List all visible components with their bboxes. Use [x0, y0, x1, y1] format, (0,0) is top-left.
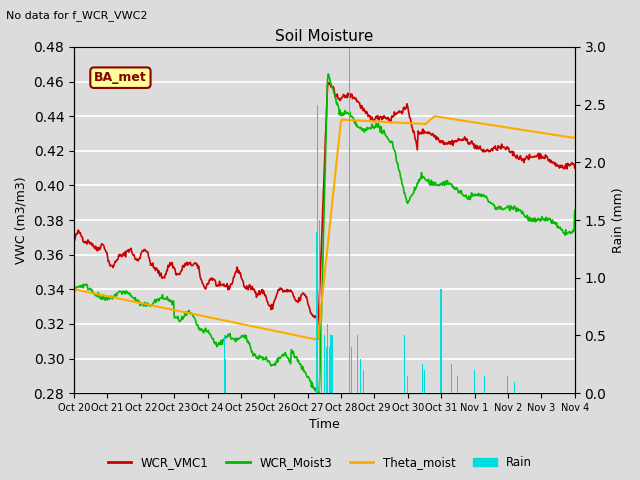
Bar [424, 370, 425, 393]
Bar [457, 376, 458, 393]
Bar [224, 336, 225, 393]
Bar [362, 370, 364, 393]
Bar [316, 231, 317, 393]
Bar [474, 370, 475, 393]
Bar [407, 376, 408, 393]
Bar [317, 105, 318, 393]
Bar [351, 347, 352, 393]
Bar [422, 364, 424, 393]
Bar [321, 301, 322, 393]
Text: No data for f_WCR_VWC2: No data for f_WCR_VWC2 [6, 10, 148, 21]
Bar [451, 364, 452, 393]
Bar [404, 336, 405, 393]
Title: Soil Moisture: Soil Moisture [275, 29, 374, 44]
Bar [327, 324, 328, 393]
Y-axis label: VWC (m3/m3): VWC (m3/m3) [15, 176, 28, 264]
Bar [225, 359, 227, 393]
Text: BA_met: BA_met [94, 71, 147, 84]
Bar [323, 336, 324, 393]
Bar [360, 359, 362, 393]
Bar [332, 336, 333, 393]
Bar [330, 336, 332, 393]
Bar [484, 376, 485, 393]
Y-axis label: Rain (mm): Rain (mm) [612, 187, 625, 253]
Bar [440, 289, 442, 393]
Legend: WCR_VMC1, WCR_Moist3, Theta_moist, Rain: WCR_VMC1, WCR_Moist3, Theta_moist, Rain [103, 452, 537, 474]
X-axis label: Time: Time [309, 419, 340, 432]
Bar [357, 336, 358, 393]
Bar [329, 347, 330, 393]
